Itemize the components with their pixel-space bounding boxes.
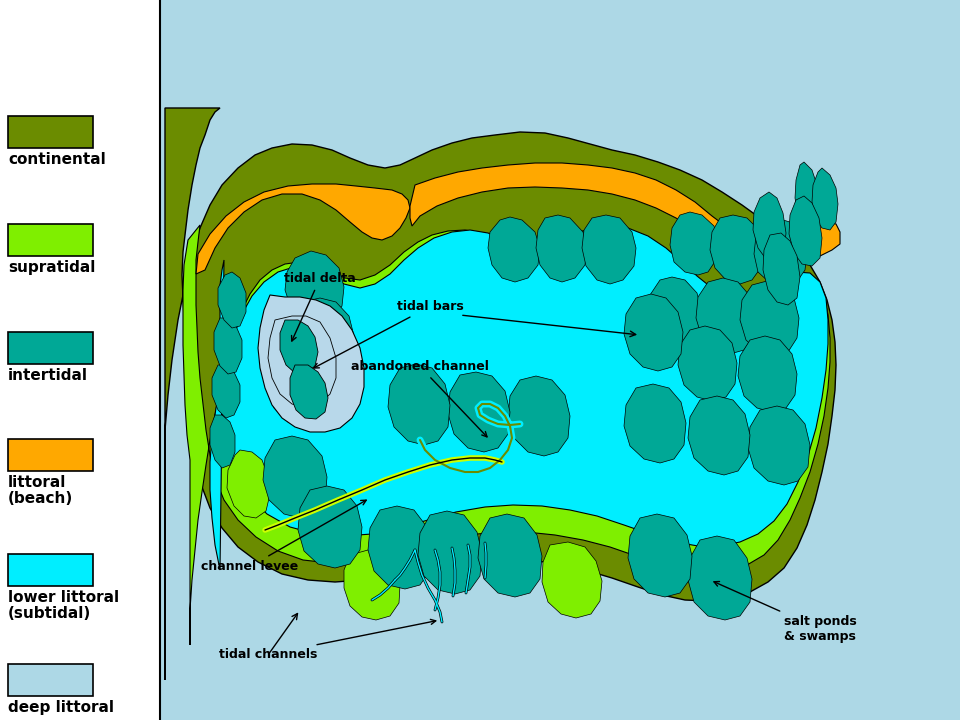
Polygon shape [536,215,587,282]
Polygon shape [183,225,830,645]
Polygon shape [478,514,542,597]
Polygon shape [542,542,602,618]
Polygon shape [508,376,570,456]
Polygon shape [418,511,482,594]
Text: tidal delta: tidal delta [284,272,356,341]
Polygon shape [8,554,93,586]
Polygon shape [165,108,836,680]
Polygon shape [8,664,93,696]
Polygon shape [488,217,540,282]
Polygon shape [688,396,750,475]
Polygon shape [748,406,810,485]
Text: intertidal: intertidal [8,368,88,383]
Polygon shape [624,294,683,371]
Polygon shape [763,233,800,305]
Text: tidal bars: tidal bars [314,300,464,368]
Polygon shape [227,450,270,518]
Polygon shape [710,215,764,284]
Polygon shape [210,226,828,570]
Polygon shape [268,316,336,408]
Polygon shape [8,332,93,364]
Polygon shape [210,415,235,468]
Polygon shape [212,365,240,418]
Polygon shape [218,272,246,328]
Polygon shape [670,212,718,275]
Polygon shape [263,436,327,518]
Polygon shape [582,215,636,284]
Text: salt ponds
& swamps: salt ponds & swamps [714,582,856,643]
Polygon shape [410,163,840,272]
Polygon shape [678,326,737,401]
Polygon shape [696,278,755,354]
Text: tidal channels: tidal channels [219,619,436,661]
Text: continental: continental [8,152,106,167]
Polygon shape [795,162,820,228]
Polygon shape [344,550,400,620]
Polygon shape [290,365,328,419]
Polygon shape [388,364,450,445]
Polygon shape [268,346,330,426]
Polygon shape [624,384,686,463]
Polygon shape [280,320,318,373]
Text: deep littoral: deep littoral [8,700,114,715]
Polygon shape [258,295,364,432]
Polygon shape [8,439,93,471]
Text: (beach): (beach) [8,491,73,506]
Polygon shape [753,192,786,261]
Text: abandoned channel: abandoned channel [351,360,489,437]
Text: lower littoral: lower littoral [8,590,119,605]
Polygon shape [688,536,752,620]
Polygon shape [368,506,432,589]
Polygon shape [285,251,344,324]
Polygon shape [196,184,410,274]
Polygon shape [628,514,692,597]
Text: littoral: littoral [8,475,66,490]
Text: channel levee: channel levee [202,500,366,573]
Polygon shape [789,196,822,266]
Polygon shape [292,298,354,374]
Text: supratidal: supratidal [8,260,95,275]
Polygon shape [812,168,838,230]
Polygon shape [738,336,797,412]
Polygon shape [8,116,93,148]
Polygon shape [8,224,93,256]
Text: (subtidal): (subtidal) [8,606,91,621]
Polygon shape [214,318,242,374]
Polygon shape [0,0,160,720]
Polygon shape [298,486,362,568]
Polygon shape [648,277,702,348]
Polygon shape [754,218,807,286]
Polygon shape [160,0,960,720]
Polygon shape [448,372,510,452]
Polygon shape [740,281,799,356]
